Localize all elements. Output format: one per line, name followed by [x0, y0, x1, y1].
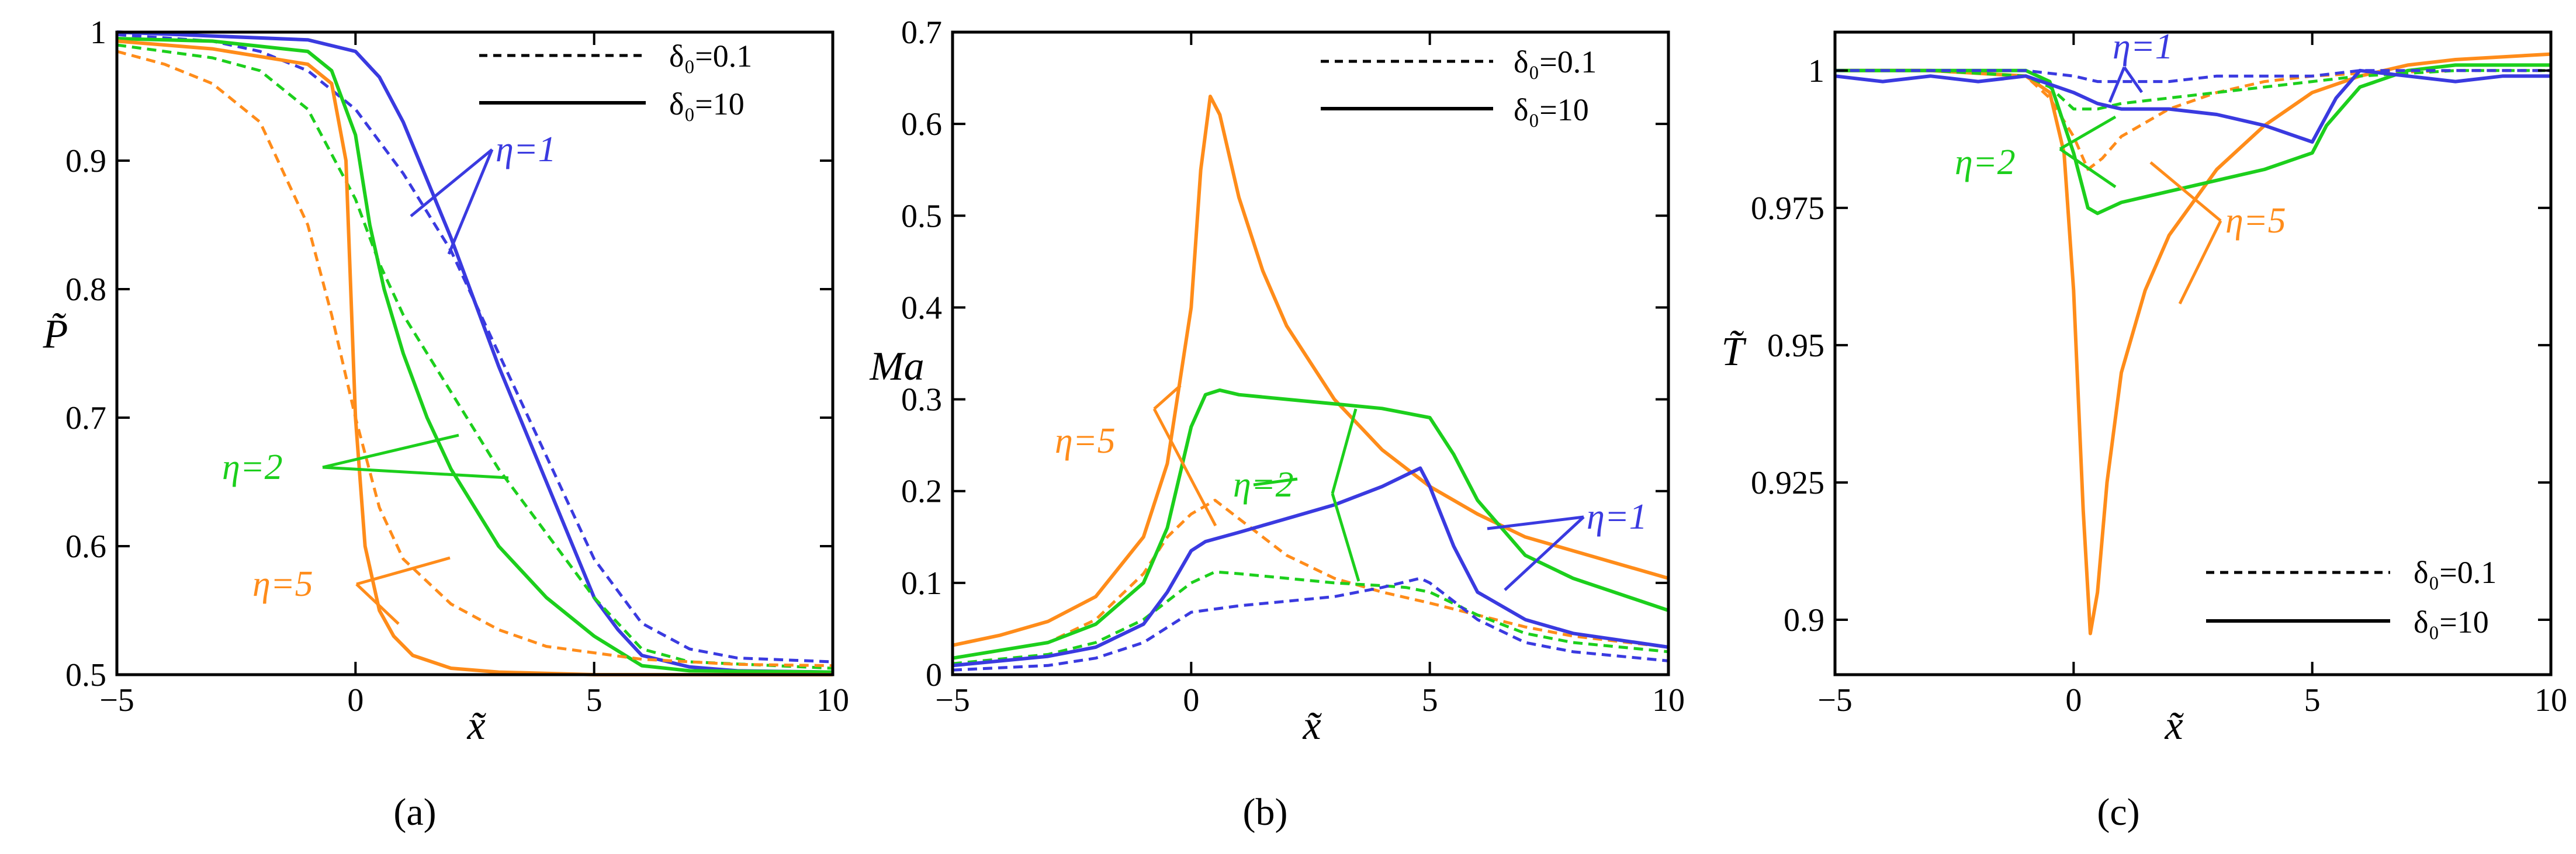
plot-frame: [1833, 30, 2553, 676]
legend-label-solid: δ₀=10: [669, 86, 745, 121]
series-line-eta5-solid: [116, 39, 833, 676]
legend-label-solid: δ₀=10: [2414, 605, 2489, 640]
annotations: η=1 η=2 η=5: [222, 130, 556, 625]
series-line-eta1-dashed: [1835, 69, 2551, 84]
annotation-label-eta5: η=5: [252, 564, 313, 604]
annotation-eta2: η=2: [1233, 408, 1360, 582]
series-line-eta2-dashed: [116, 43, 833, 670]
annotation-eta1: η=1: [1487, 497, 1647, 591]
panel-label: (a): [393, 791, 436, 834]
y-tick-label: 0.2: [901, 474, 942, 510]
annotation-label-eta2: η=2: [1233, 465, 1294, 505]
x-axis-label: x̃: [2164, 703, 2184, 748]
x-tick-label: −5: [935, 682, 970, 718]
x-axis-label: x̃: [466, 703, 486, 748]
y-tick-label: 0.8: [65, 272, 106, 308]
x-tick-label: 5: [2304, 682, 2321, 718]
y-tick-label: 0.5: [65, 657, 106, 693]
series-line-eta1-solid: [1834, 68, 2551, 144]
x-tick-label: 5: [1422, 682, 1438, 718]
series-line-eta5-solid: [1835, 52, 2551, 636]
series-line-eta2-dashed: [1835, 69, 2551, 111]
y-tick-label: 0.7: [65, 400, 106, 436]
y-axis-label: P̃: [43, 312, 68, 357]
panel-a: −5 0 5 10 0.5 0.6 0.7 0.8 0.9 1 P̃ x̃ (a) δ₀=0.1 …: [43, 15, 849, 834]
series-line-eta2-solid: [1835, 63, 2551, 216]
series-line-eta5-dashed: [952, 498, 1669, 660]
series-line-eta1-dashed: [116, 33, 833, 664]
annotation-eta1: η=1: [410, 130, 556, 255]
x-tick-label: 0: [1183, 682, 1199, 718]
annotation-label-eta1: η=1: [1587, 497, 1647, 537]
annotation-label-eta2: η=2: [1955, 143, 2016, 182]
annotation-eta2: η=2: [222, 433, 509, 487]
y-tick-label: 0.4: [901, 290, 942, 326]
x-tick-label: −5: [99, 682, 134, 718]
series-line-eta1-solid: [952, 466, 1669, 668]
series-line-eta5-dashed: [116, 50, 833, 668]
legend-label-dashed: δ₀=0.1: [669, 39, 752, 74]
legend-label-solid: δ₀=10: [1514, 92, 1589, 127]
x-tick-label: 10: [816, 682, 849, 718]
y-tick-label: 0.3: [901, 382, 942, 418]
series-line-eta2-solid: [952, 388, 1669, 660]
y-tick-label: 0.6: [65, 529, 106, 565]
annotation-label-eta2: η=2: [222, 447, 283, 487]
x-axis-label: x̃: [1302, 703, 1322, 748]
y-axis-label: Ma: [869, 344, 924, 389]
y-tick-label: 1: [90, 15, 106, 51]
series-line-eta5-dashed: [1835, 69, 2551, 171]
panel-label: (b): [1243, 791, 1288, 834]
plot-frame: [951, 30, 1670, 676]
series-line-eta5-solid: [952, 95, 1669, 647]
y-tick-label: 0.925: [1751, 465, 1824, 501]
panel-label: (c): [2097, 791, 2139, 834]
series-line-eta1-dashed: [952, 577, 1669, 672]
legend-label-dashed: δ₀=0.1: [2414, 555, 2497, 590]
annotation-label-eta1: η=1: [496, 130, 556, 169]
plot-frame: [115, 30, 835, 676]
y-tick-label: 1: [1808, 53, 1824, 89]
x-tick-label: 10: [2535, 682, 2567, 718]
annotation-eta1: η=1: [2108, 27, 2173, 103]
y-tick-label: 0: [926, 657, 942, 693]
legend-label-dashed: δ₀=0.1: [1514, 44, 1597, 79]
annotation-label-eta5: η=5: [2225, 201, 2286, 241]
x-tick-label: 0: [2065, 682, 2082, 718]
series-line-eta1-solid: [116, 30, 833, 674]
y-tick-label: 0.95: [1767, 328, 1824, 364]
series-line-eta2-dashed: [952, 570, 1669, 665]
y-tick-label: 0.9: [1784, 602, 1824, 638]
annotation-eta2: η=2: [1955, 115, 2117, 189]
y-tick-label: 0.7: [901, 15, 942, 51]
y-tick-label: 0.5: [901, 198, 942, 234]
panel-c: −5 0 5 10 0.9 0.925 0.95 0.975 1 T̃ x̃ (c) δ₀=0.…: [1722, 27, 2567, 834]
annotation-eta5: η=5: [1055, 384, 1217, 527]
x-tick-label: 0: [347, 682, 363, 718]
annotation-label-eta1: η=1: [2113, 27, 2173, 67]
annotations: η=5 η=2 η=1: [1055, 384, 1647, 591]
annotation-eta5: η=5: [2149, 161, 2286, 305]
annotation-eta5: η=5: [252, 556, 451, 625]
y-tick-label: 0.6: [901, 106, 942, 143]
series-line-eta2-solid: [116, 37, 833, 674]
y-tick-label: 0.975: [1751, 190, 1824, 227]
annotations: η=1 η=2 η=5: [1955, 27, 2286, 305]
y-tick-label: 0.9: [65, 143, 106, 179]
annotation-label-eta5: η=5: [1055, 421, 1116, 461]
x-tick-label: −5: [1817, 682, 1853, 718]
x-tick-label: 5: [586, 682, 603, 718]
legend: δ₀=0.1 δ₀=10: [1321, 44, 1597, 127]
x-tick-label: 10: [1652, 682, 1685, 718]
y-tick-label: 0.1: [901, 565, 942, 602]
legend: δ₀=0.1 δ₀=10: [479, 39, 752, 121]
y-axis-label: T̃: [1722, 329, 1747, 374]
legend: δ₀=0.1 δ₀=10: [2206, 555, 2497, 640]
